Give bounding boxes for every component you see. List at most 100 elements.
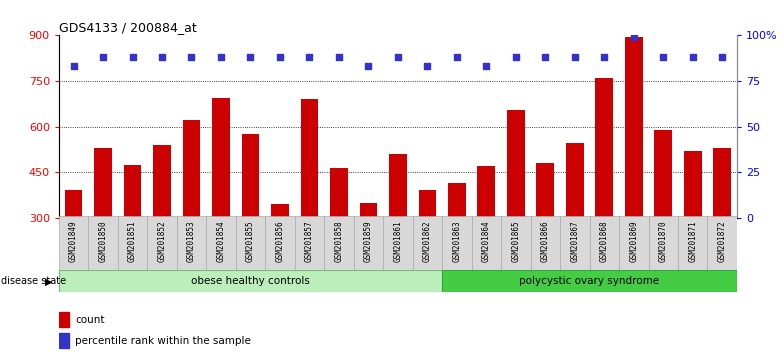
Text: GSM201856: GSM201856 xyxy=(275,220,285,262)
Text: GSM201868: GSM201868 xyxy=(600,220,609,262)
Text: obese healthy controls: obese healthy controls xyxy=(191,276,310,286)
Text: percentile rank within the sample: percentile rank within the sample xyxy=(75,336,251,346)
Bar xyxy=(212,98,230,218)
Text: GSM201855: GSM201855 xyxy=(246,220,255,262)
Bar xyxy=(501,216,531,271)
Bar xyxy=(265,216,295,271)
Text: disease state: disease state xyxy=(1,276,66,286)
Bar xyxy=(477,166,495,218)
Bar xyxy=(442,216,472,271)
Text: GSM201852: GSM201852 xyxy=(158,220,166,262)
Point xyxy=(67,64,80,69)
Bar xyxy=(684,151,702,218)
Bar xyxy=(360,202,377,218)
Point xyxy=(657,55,670,60)
Bar xyxy=(412,216,442,271)
Point xyxy=(716,55,728,60)
Bar xyxy=(295,216,324,271)
Text: GSM201850: GSM201850 xyxy=(99,220,107,262)
Bar xyxy=(713,148,731,218)
Bar xyxy=(595,78,613,218)
Text: GSM201849: GSM201849 xyxy=(69,220,78,262)
Point xyxy=(244,55,256,60)
Bar xyxy=(472,216,501,271)
Text: GSM201859: GSM201859 xyxy=(364,220,373,262)
Text: GSM201858: GSM201858 xyxy=(335,220,343,262)
Point xyxy=(274,55,286,60)
Bar xyxy=(655,130,672,218)
Text: GSM201871: GSM201871 xyxy=(688,220,697,262)
Bar xyxy=(241,134,260,218)
Text: GSM201863: GSM201863 xyxy=(452,220,461,262)
Point xyxy=(510,55,522,60)
Point xyxy=(156,55,169,60)
Point xyxy=(480,64,492,69)
Text: GSM201862: GSM201862 xyxy=(423,220,432,262)
Text: GSM201857: GSM201857 xyxy=(305,220,314,262)
Point xyxy=(687,55,699,60)
Bar xyxy=(300,99,318,218)
Bar xyxy=(183,120,201,218)
Bar xyxy=(419,190,436,218)
Point xyxy=(126,55,139,60)
Point xyxy=(539,55,552,60)
Bar xyxy=(176,216,206,271)
Bar xyxy=(625,37,643,218)
Bar xyxy=(619,216,648,271)
Bar xyxy=(118,216,147,271)
Text: GSM201867: GSM201867 xyxy=(570,220,579,262)
Point xyxy=(421,64,434,69)
Text: GSM201872: GSM201872 xyxy=(717,220,727,262)
Text: GSM201861: GSM201861 xyxy=(394,220,402,262)
Bar xyxy=(678,216,707,271)
Bar xyxy=(590,216,619,271)
Point xyxy=(215,55,227,60)
Bar xyxy=(94,148,112,218)
Bar xyxy=(206,216,236,271)
Point xyxy=(391,55,405,60)
Bar xyxy=(324,216,354,271)
Point xyxy=(185,55,198,60)
Bar xyxy=(560,216,590,271)
Text: polycystic ovary syndrome: polycystic ovary syndrome xyxy=(520,276,659,286)
Text: GDS4133 / 200884_at: GDS4133 / 200884_at xyxy=(59,21,197,34)
Bar xyxy=(383,216,412,271)
Point xyxy=(598,55,611,60)
Text: GSM201851: GSM201851 xyxy=(128,220,137,262)
Bar xyxy=(707,216,737,271)
Point xyxy=(362,64,375,69)
Bar xyxy=(153,145,171,218)
Bar xyxy=(566,143,583,218)
Bar xyxy=(448,183,466,218)
Text: GSM201870: GSM201870 xyxy=(659,220,668,262)
Text: count: count xyxy=(75,315,105,325)
Point xyxy=(303,55,316,60)
Bar xyxy=(354,216,383,271)
Bar xyxy=(124,165,141,218)
Bar xyxy=(65,190,82,218)
Bar xyxy=(59,312,69,327)
Text: GSM201865: GSM201865 xyxy=(511,220,521,262)
Bar xyxy=(59,270,442,292)
Point xyxy=(568,55,581,60)
Text: GSM201864: GSM201864 xyxy=(482,220,491,262)
Point xyxy=(627,34,640,40)
Bar xyxy=(236,216,265,271)
Bar xyxy=(389,154,407,218)
Bar xyxy=(536,163,554,218)
Bar xyxy=(507,110,524,218)
Bar xyxy=(147,216,176,271)
Text: GSM201854: GSM201854 xyxy=(216,220,226,262)
Text: ▶: ▶ xyxy=(45,276,53,286)
Bar xyxy=(89,216,118,271)
Text: GSM201869: GSM201869 xyxy=(630,220,638,262)
Point xyxy=(332,55,345,60)
Bar xyxy=(442,270,737,292)
Point xyxy=(451,55,463,60)
Bar xyxy=(271,204,289,218)
Bar xyxy=(59,216,89,271)
Text: GSM201866: GSM201866 xyxy=(541,220,550,262)
Bar xyxy=(531,216,560,271)
Bar xyxy=(330,167,348,218)
Point xyxy=(96,55,109,60)
